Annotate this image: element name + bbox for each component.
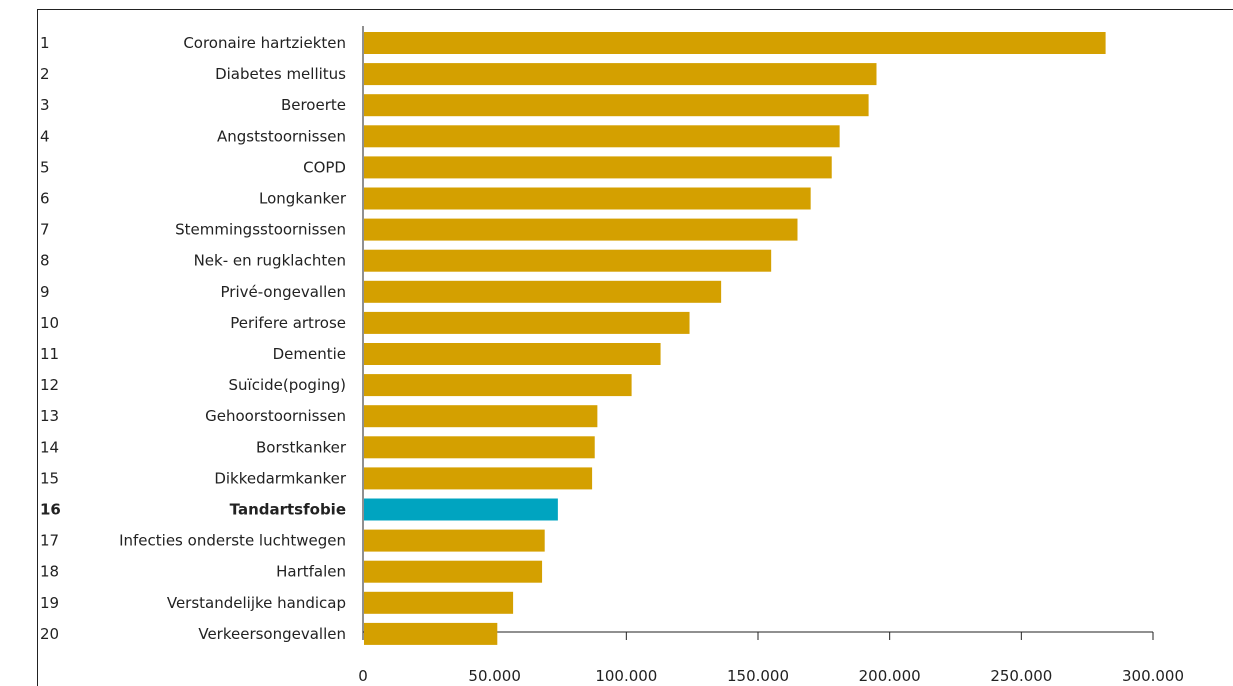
rank-label: 18 bbox=[40, 563, 59, 581]
x-tick-label: 200.000 bbox=[859, 667, 921, 685]
bar-1 bbox=[364, 32, 1106, 54]
category-label: Angststoornissen bbox=[217, 127, 346, 145]
rank-label: 9 bbox=[40, 283, 50, 301]
category-label: Privé-ongevallen bbox=[221, 283, 347, 301]
category-label: Dementie bbox=[273, 345, 346, 363]
rank-label: 17 bbox=[40, 532, 59, 550]
category-label: Infecties onderste luchtwegen bbox=[119, 532, 346, 550]
rank-label: 2 bbox=[40, 65, 50, 83]
rank-label: 3 bbox=[40, 96, 50, 114]
bar-8 bbox=[364, 249, 772, 272]
bar-2 bbox=[364, 63, 877, 86]
bar-11 bbox=[364, 343, 661, 365]
x-tick-label: 100.000 bbox=[595, 667, 657, 685]
category-label: Borstkanker bbox=[256, 438, 347, 456]
category-label: Hartfalen bbox=[276, 563, 346, 581]
category-label: Coronaire hartziekten bbox=[183, 34, 346, 52]
x-tick-label: 250.000 bbox=[990, 667, 1052, 685]
rank-label: 5 bbox=[40, 158, 50, 176]
rank-label: 19 bbox=[40, 594, 59, 612]
x-tick-label: 150.000 bbox=[727, 667, 789, 685]
category-label: Gehoorstoornissen bbox=[205, 407, 346, 425]
bar-6 bbox=[364, 187, 811, 210]
category-label: Nek- en rugklachten bbox=[194, 252, 346, 270]
category-label: COPD bbox=[303, 158, 346, 176]
x-tick-label: 0 bbox=[358, 667, 368, 685]
bar-16 bbox=[364, 498, 558, 521]
x-tick-label: 300.000 bbox=[1122, 667, 1184, 685]
bar-20 bbox=[364, 622, 498, 645]
rank-label: 10 bbox=[40, 314, 59, 332]
rank-label: 8 bbox=[40, 252, 50, 270]
bar-4 bbox=[364, 125, 840, 148]
category-label: Perifere artrose bbox=[230, 314, 346, 332]
rank-label: 7 bbox=[40, 221, 50, 239]
category-label: Verkeersongevallen bbox=[198, 625, 346, 643]
chart-frame bbox=[37, 9, 1233, 686]
rank-label: 6 bbox=[40, 190, 50, 208]
category-label: Tandartsfobie bbox=[230, 501, 346, 519]
bar-13 bbox=[364, 405, 598, 428]
bar-19 bbox=[364, 591, 514, 614]
bar-3 bbox=[364, 94, 869, 117]
rank-label: 14 bbox=[40, 438, 59, 456]
bar-7 bbox=[364, 218, 798, 241]
category-label: Longkanker bbox=[259, 190, 347, 208]
category-label: Verstandelijke handicap bbox=[167, 594, 346, 612]
rank-label: 4 bbox=[40, 127, 50, 145]
category-label: Beroerte bbox=[281, 96, 346, 114]
rank-label: 13 bbox=[40, 407, 59, 425]
rank-label: 20 bbox=[40, 625, 59, 643]
rank-label: 12 bbox=[40, 376, 59, 394]
category-label: Dikkedarmkanker bbox=[214, 469, 347, 487]
bar-10 bbox=[364, 311, 690, 334]
bar-9 bbox=[364, 280, 722, 303]
rank-label: 15 bbox=[40, 469, 59, 487]
rank-label: 1 bbox=[40, 34, 50, 52]
bar-14 bbox=[364, 436, 595, 459]
rank-label: 16 bbox=[40, 501, 61, 519]
bar-12 bbox=[364, 374, 632, 397]
rank-label: 11 bbox=[40, 345, 59, 363]
bar-18 bbox=[364, 560, 543, 583]
x-tick-label: 50.000 bbox=[468, 667, 521, 685]
bar-15 bbox=[364, 467, 593, 490]
category-label: Stemmingsstoornissen bbox=[175, 221, 346, 239]
bar-5 bbox=[364, 156, 832, 179]
category-label: Suïcide(poging) bbox=[229, 376, 346, 394]
bar-17 bbox=[364, 529, 545, 552]
category-label: Diabetes mellitus bbox=[215, 65, 346, 83]
